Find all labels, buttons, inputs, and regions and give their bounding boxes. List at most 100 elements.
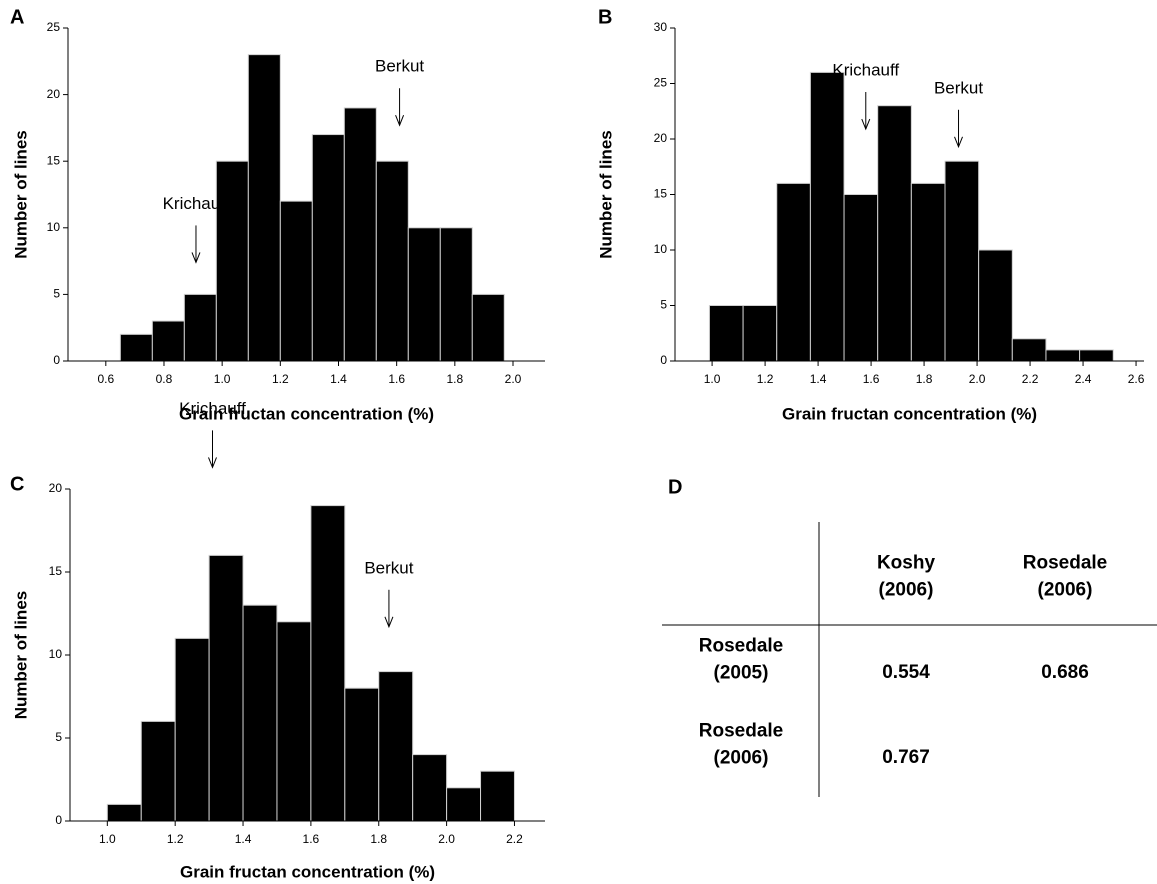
- annotation-text: Berkut: [934, 78, 983, 97]
- bar: [174, 637, 210, 822]
- bar: [843, 194, 879, 362]
- annotation-text: Berkut: [375, 57, 424, 76]
- panel-label: A: [10, 6, 24, 28]
- x-tick-label: 2.0: [505, 372, 522, 386]
- y-tick-label: 20: [654, 131, 668, 145]
- y-axis-label: Number of lines: [11, 130, 30, 258]
- y-tick-label: 15: [49, 564, 63, 578]
- y-tick-label: 0: [660, 353, 667, 367]
- bar: [215, 160, 249, 362]
- column-header-line: (2006): [879, 580, 934, 601]
- x-tick-label: 2.0: [969, 372, 986, 386]
- y-tick-label: 5: [53, 287, 60, 301]
- x-tick-label: 1.8: [916, 372, 933, 386]
- bar: [412, 754, 448, 822]
- bar: [344, 687, 380, 822]
- x-tick-label: 1.2: [757, 372, 774, 386]
- table-cell: 0.554: [882, 662, 930, 683]
- row-header: Rosedale (2006): [699, 721, 783, 769]
- y-tick-label: 25: [654, 76, 668, 90]
- panel-label: D: [668, 476, 682, 498]
- y-axis-label: Number of lines: [11, 591, 30, 719]
- panel-label: C: [10, 473, 24, 495]
- x-tick-label: 0.8: [156, 372, 173, 386]
- arrow-head: [191, 252, 201, 264]
- y-tick-label: 15: [47, 153, 61, 167]
- x-axis-label: Grain fructan concentration (%): [179, 404, 434, 423]
- y-axis-label: Number of lines: [596, 130, 615, 258]
- column-header-line: Koshy: [877, 553, 936, 574]
- bar: [708, 305, 744, 362]
- bar: [439, 227, 473, 362]
- x-tick-label: 1.4: [235, 832, 252, 846]
- column-header: Rosedale (2006): [1023, 553, 1107, 601]
- y-tick-label: 15: [654, 187, 668, 201]
- x-axis-label: Grain fructan concentration (%): [782, 404, 1037, 423]
- x-tick-label: 2.2: [1022, 372, 1039, 386]
- y-tick-label: 30: [654, 20, 668, 34]
- x-tick-label: 2.4: [1075, 372, 1092, 386]
- bar: [310, 505, 346, 822]
- bar: [183, 293, 217, 362]
- x-tick-label: 1.2: [272, 372, 289, 386]
- x-tick-label: 1.6: [388, 372, 405, 386]
- bar: [446, 787, 482, 822]
- bar: [378, 671, 414, 822]
- x-tick-label: 1.4: [330, 372, 347, 386]
- bar: [208, 554, 244, 822]
- column-header-line: (2006): [1038, 580, 1093, 601]
- annotation-text: Krichauff: [832, 60, 899, 79]
- bar: [151, 320, 185, 362]
- y-tick-label: 0: [55, 813, 62, 827]
- y-tick-label: 10: [654, 242, 668, 256]
- x-tick-label: 1.0: [99, 832, 116, 846]
- bar: [247, 54, 281, 362]
- bar: [343, 107, 377, 362]
- annotation-text: Krichauff: [179, 399, 246, 418]
- x-tick-label: 1.4: [810, 372, 827, 386]
- bar: [407, 227, 441, 362]
- x-tick-label: 2.2: [506, 832, 523, 846]
- x-axis-label: Grain fructan concentration (%): [180, 862, 435, 881]
- bar: [978, 249, 1013, 362]
- bar: [944, 160, 980, 362]
- bar: [910, 182, 946, 362]
- bar: [276, 621, 312, 822]
- arrow-head: [395, 115, 405, 127]
- y-tick-label: 20: [47, 87, 61, 101]
- bar: [742, 305, 778, 362]
- arrow-head: [208, 457, 217, 469]
- panel-label: B: [598, 6, 612, 28]
- table-cell: 0.767: [882, 747, 930, 768]
- y-tick-label: 5: [660, 298, 667, 312]
- x-tick-label: 1.6: [863, 372, 880, 386]
- column-header-line: Rosedale: [1023, 553, 1107, 574]
- bar: [776, 182, 811, 362]
- x-tick-label: 1.8: [370, 832, 387, 846]
- bar: [242, 604, 278, 822]
- x-tick-label: 2.6: [1128, 372, 1145, 386]
- row-header-line: (2006): [714, 748, 769, 769]
- y-tick-label: 0: [53, 353, 60, 367]
- y-tick-label: 10: [47, 220, 61, 234]
- row-header-line: (2005): [714, 663, 769, 684]
- row-header-line: Rosedale: [699, 636, 783, 657]
- table-cell: 0.686: [1041, 662, 1089, 683]
- arrow-head: [954, 136, 963, 149]
- x-tick-label: 1.0: [704, 372, 721, 386]
- bar: [1079, 349, 1114, 362]
- annotation-text: Krichauff: [163, 194, 230, 213]
- bar: [140, 720, 176, 822]
- x-tick-label: 1.6: [303, 832, 320, 846]
- bar: [311, 134, 345, 362]
- bar: [480, 770, 515, 822]
- bar: [106, 803, 142, 822]
- y-tick-label: 10: [49, 647, 63, 661]
- x-tick-label: 2.0: [438, 832, 455, 846]
- bar: [877, 105, 912, 362]
- bar: [809, 71, 845, 362]
- bar: [471, 293, 505, 362]
- bar: [1011, 338, 1047, 362]
